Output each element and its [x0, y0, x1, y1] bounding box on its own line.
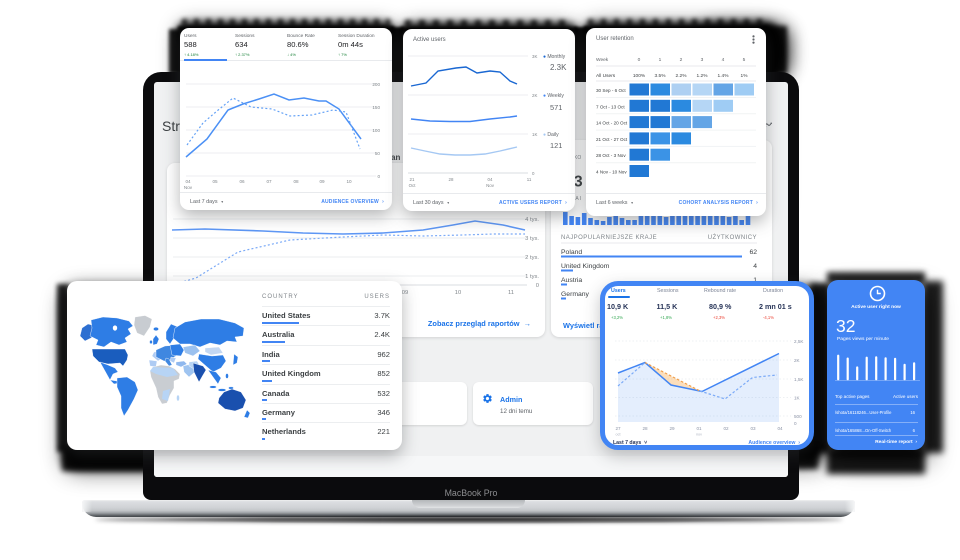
svg-text:28: 28 — [642, 426, 648, 431]
svg-text:2.2%: 2.2% — [676, 73, 688, 79]
svg-text:28: 28 — [449, 177, 454, 182]
svg-text:KO: KO — [574, 155, 581, 161]
svg-text:4: 4 — [753, 263, 757, 270]
svg-text:Week: Week — [596, 57, 609, 63]
svg-text:oct: oct — [615, 433, 621, 437]
svg-text:All Users: All Users — [596, 73, 616, 79]
svg-text:Poland: Poland — [561, 249, 582, 256]
svg-text:04: 04 — [488, 177, 493, 182]
svg-text:29: 29 — [669, 426, 675, 431]
svg-text:1: 1 — [753, 277, 757, 284]
svg-text:0: 0 — [536, 283, 539, 289]
svg-text:07: 07 — [266, 179, 272, 184]
svg-text:11: 11 — [527, 177, 532, 182]
svg-text:27: 27 — [615, 426, 621, 431]
svg-text:1%: 1% — [741, 73, 749, 79]
svg-text:1.4%: 1.4% — [718, 73, 730, 79]
svg-text:2 tys.: 2 tys. — [525, 255, 539, 261]
svg-text:3: 3 — [701, 57, 704, 63]
svg-text:NAJPOPULARNIEJSZE KRAJE: NAJPOPULARNIEJSZE KRAJE — [561, 235, 657, 241]
svg-text:Nov: Nov — [184, 185, 193, 190]
svg-text:3K: 3K — [532, 54, 537, 59]
svg-text:UŻYTKOWNICY: UŻYTKOWNICY — [708, 234, 757, 241]
svg-text:1,5K: 1,5K — [794, 377, 804, 382]
svg-text:nov: nov — [696, 433, 702, 437]
svg-text:100%: 100% — [633, 73, 646, 79]
svg-text:04: 04 — [185, 179, 191, 184]
svg-text:10: 10 — [346, 179, 352, 184]
svg-text:3: 3 — [574, 174, 583, 191]
svg-text:0: 0 — [794, 421, 797, 426]
svg-text:1K: 1K — [532, 132, 537, 137]
svg-text:200: 200 — [372, 82, 380, 87]
svg-text:4 Nov - 10 Nov: 4 Nov - 10 Nov — [596, 170, 627, 175]
svg-text:09: 09 — [319, 179, 325, 184]
svg-text:4 tys.: 4 tys. — [525, 217, 539, 223]
svg-text:0: 0 — [638, 57, 641, 63]
svg-text:03: 03 — [750, 426, 756, 431]
svg-text:150: 150 — [372, 105, 380, 110]
svg-text:09: 09 — [402, 290, 408, 296]
svg-text:Germany: Germany — [561, 291, 590, 298]
svg-text:4: 4 — [722, 57, 725, 63]
svg-text:0: 0 — [532, 171, 535, 176]
svg-text:10: 10 — [455, 290, 461, 296]
svg-text:30 Sep - 6 Oct: 30 Sep - 6 Oct — [596, 88, 626, 93]
svg-text:Nov: Nov — [486, 183, 495, 188]
svg-text:100: 100 — [372, 128, 380, 133]
svg-text:50: 50 — [375, 151, 381, 156]
svg-text:11: 11 — [508, 290, 514, 296]
svg-text:Austria: Austria — [561, 277, 582, 284]
svg-text:1K: 1K — [794, 396, 801, 401]
svg-text:500: 500 — [794, 414, 802, 419]
svg-text:62: 62 — [749, 249, 757, 256]
svg-text:28 Oct - 3 Nov: 28 Oct - 3 Nov — [596, 153, 626, 158]
svg-text:2K: 2K — [532, 93, 537, 98]
svg-text:7 Oct - 13 Oct: 7 Oct - 13 Oct — [596, 104, 625, 109]
svg-text:5: 5 — [743, 57, 746, 63]
svg-text:02: 02 — [723, 426, 729, 431]
svg-text:1.2%: 1.2% — [697, 73, 709, 79]
svg-text:Wyświetl raport: Wyświetl raport — [563, 321, 618, 330]
svg-text:2K: 2K — [794, 358, 801, 363]
svg-text:2: 2 — [680, 57, 683, 63]
svg-text:Oct: Oct — [409, 183, 417, 188]
svg-text:14 Oct - 20 Oct: 14 Oct - 20 Oct — [596, 121, 628, 126]
svg-text:1: 1 — [659, 57, 662, 63]
svg-text:United Kingdom: United Kingdom — [561, 263, 610, 270]
svg-text:3 tys.: 3 tys. — [525, 236, 539, 242]
svg-text:01: 01 — [696, 426, 702, 431]
svg-text:21: 21 — [410, 177, 415, 182]
svg-text:1 tys.: 1 tys. — [525, 274, 539, 280]
svg-text:IA I: IA I — [574, 196, 581, 202]
svg-text:21 Oct - 27 Oct: 21 Oct - 27 Oct — [596, 137, 628, 142]
svg-text:04: 04 — [777, 426, 783, 431]
svg-text:0: 0 — [377, 174, 380, 179]
svg-text:05: 05 — [212, 179, 218, 184]
svg-text:08: 08 — [293, 179, 299, 184]
svg-text:3.5%: 3.5% — [655, 73, 667, 79]
svg-text:2,5K: 2,5K — [794, 339, 804, 344]
svg-text:06: 06 — [239, 179, 245, 184]
